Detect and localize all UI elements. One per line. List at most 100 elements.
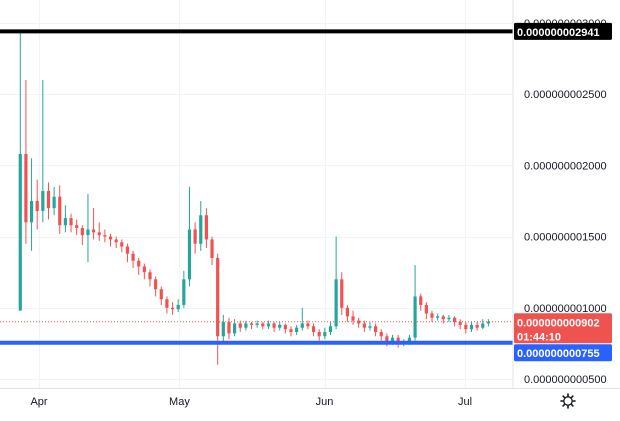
candle bbox=[238, 320, 242, 333]
candle bbox=[374, 323, 378, 337]
candle-body bbox=[108, 236, 113, 240]
resistance-price-label-text: 0.000000002941 bbox=[517, 27, 600, 39]
candle bbox=[80, 225, 84, 246]
candle-body bbox=[41, 191, 45, 211]
candle-body bbox=[334, 279, 338, 327]
candle-body bbox=[385, 336, 389, 342]
candle-body bbox=[278, 324, 282, 328]
candle-body bbox=[159, 289, 163, 300]
candle bbox=[289, 326, 293, 337]
candle-body bbox=[86, 229, 90, 236]
candle-body bbox=[142, 266, 146, 273]
candle bbox=[18, 31, 22, 311]
candle-body bbox=[374, 326, 378, 333]
candle-body bbox=[458, 322, 462, 325]
x-tick-label: Jul bbox=[458, 396, 472, 408]
candle-body bbox=[193, 229, 197, 244]
candle bbox=[29, 158, 34, 251]
candle bbox=[261, 322, 265, 330]
candle bbox=[142, 263, 146, 280]
y-tick-label: 0.000000002000 bbox=[524, 160, 607, 172]
candle-body bbox=[148, 272, 152, 280]
candle-body bbox=[233, 323, 237, 334]
candle bbox=[148, 269, 152, 287]
candle-body bbox=[35, 201, 39, 211]
candle bbox=[464, 322, 468, 334]
candle bbox=[266, 320, 271, 330]
y-tick-label: 0.000000002500 bbox=[524, 89, 607, 101]
candle bbox=[108, 233, 113, 247]
candle bbox=[170, 302, 175, 315]
candle bbox=[69, 213, 73, 233]
candle-body bbox=[114, 239, 118, 243]
candle-body bbox=[125, 246, 130, 254]
candle bbox=[97, 222, 101, 241]
candle-body bbox=[452, 317, 457, 323]
candle bbox=[368, 322, 372, 331]
candle-body bbox=[238, 323, 242, 328]
candle-body bbox=[80, 228, 84, 236]
candle-body bbox=[63, 218, 67, 226]
candle bbox=[24, 79, 28, 244]
last-price-label-text: 0.000000000902 bbox=[517, 317, 600, 329]
candle bbox=[424, 302, 428, 320]
candle bbox=[193, 222, 197, 254]
candle bbox=[419, 293, 423, 311]
candle-body bbox=[210, 239, 214, 258]
grid-layer bbox=[0, 0, 513, 388]
x-tick-label: May bbox=[169, 396, 190, 408]
candle-body bbox=[216, 257, 220, 337]
candle-body bbox=[46, 191, 51, 209]
candle bbox=[187, 186, 192, 287]
candle bbox=[120, 239, 124, 253]
candle-body bbox=[199, 215, 203, 244]
candle-body bbox=[486, 321, 491, 324]
candle bbox=[255, 320, 259, 328]
candle-body bbox=[469, 324, 474, 330]
gear-icon[interactable] bbox=[560, 393, 576, 409]
candle bbox=[469, 322, 474, 333]
candle bbox=[311, 323, 316, 337]
candle bbox=[35, 179, 39, 230]
candle bbox=[475, 322, 479, 331]
candle bbox=[379, 329, 383, 341]
candle-body bbox=[413, 296, 417, 338]
support-price-label-bg bbox=[514, 344, 612, 362]
candle bbox=[351, 310, 355, 325]
candle bbox=[328, 322, 333, 335]
candle-body bbox=[295, 327, 299, 333]
candle bbox=[103, 229, 107, 243]
candle-body bbox=[137, 260, 141, 267]
candle-body bbox=[29, 201, 34, 223]
candle-body bbox=[69, 218, 73, 226]
last-price-label-text: 01:44:10 bbox=[517, 331, 561, 343]
candle bbox=[334, 236, 338, 330]
candle-body bbox=[447, 317, 451, 320]
x-axis[interactable]: Apr May Jun Jul bbox=[30, 396, 472, 408]
candle-body bbox=[362, 323, 366, 328]
candle-body bbox=[424, 304, 428, 314]
candle bbox=[204, 208, 208, 248]
candle-body bbox=[18, 154, 22, 311]
candle-body bbox=[120, 242, 124, 247]
candle-body bbox=[419, 296, 423, 305]
candle-body bbox=[261, 323, 265, 327]
candle bbox=[300, 307, 304, 331]
candle-body bbox=[272, 323, 276, 328]
candle-body bbox=[396, 337, 400, 344]
candle-body bbox=[187, 229, 192, 280]
candle bbox=[165, 296, 169, 314]
candle-body bbox=[75, 225, 79, 229]
candle bbox=[441, 314, 445, 324]
candle bbox=[91, 208, 96, 240]
candle-body bbox=[328, 326, 333, 333]
candle-body bbox=[255, 323, 259, 325]
candle bbox=[41, 79, 45, 223]
y-axis[interactable]: 0.0000000030000.0000000025000.0000000020… bbox=[524, 18, 607, 386]
candle-body bbox=[24, 154, 28, 223]
candle bbox=[295, 324, 299, 335]
candle-body bbox=[390, 337, 395, 342]
candle-body bbox=[481, 323, 485, 328]
